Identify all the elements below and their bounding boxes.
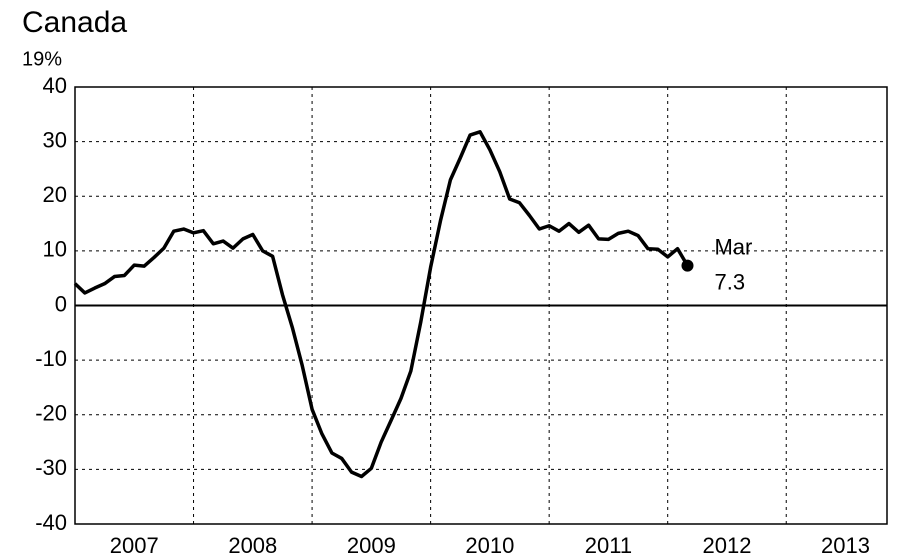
value-label: 7.3 <box>714 269 745 294</box>
end-marker <box>681 259 694 272</box>
y-tick-label: -10 <box>35 346 67 371</box>
y-tick-label: -20 <box>35 401 67 426</box>
y-tick-label: -40 <box>35 510 67 535</box>
y-tick-label: 10 <box>43 237 67 262</box>
y-tick-label: 0 <box>55 291 67 316</box>
annotation: Mar <box>714 234 752 259</box>
x-tick-label: 2009 <box>347 533 396 558</box>
y-tick-label: 40 <box>43 73 67 98</box>
chart-subtitle: 19% <box>22 48 62 70</box>
x-tick-label: 2008 <box>228 533 277 558</box>
x-tick-label: 2013 <box>821 533 870 558</box>
x-tick-label: 2007 <box>110 533 159 558</box>
chart-title: Canada <box>22 6 127 39</box>
x-tick-label: 2011 <box>585 533 632 558</box>
y-tick-label: -30 <box>35 455 67 480</box>
x-tick-label: 2012 <box>702 533 751 558</box>
x-tick-label: 2010 <box>465 533 514 558</box>
y-tick-label: 20 <box>43 182 67 207</box>
y-tick-label: 30 <box>43 127 67 152</box>
data-line <box>73 130 690 479</box>
